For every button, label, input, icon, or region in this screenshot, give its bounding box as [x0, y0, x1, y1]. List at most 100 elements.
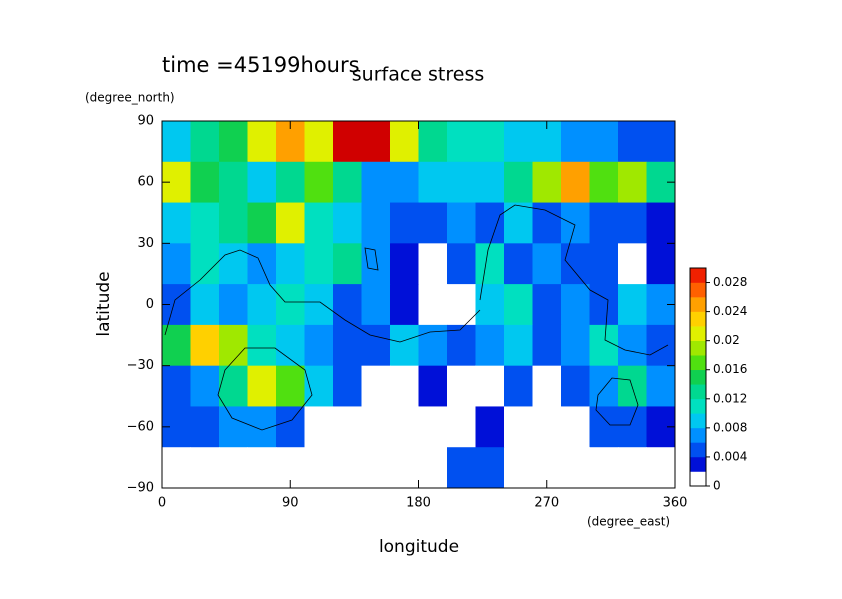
field-cell	[248, 243, 277, 284]
field-cell	[647, 243, 676, 284]
field-cell	[590, 447, 619, 488]
field-cell	[362, 447, 391, 488]
field-cell	[333, 447, 362, 488]
colorbar-swatch	[690, 341, 706, 356]
field-cell	[476, 162, 505, 203]
field-cell	[305, 121, 334, 162]
colorbar-tick-label: 0.02	[713, 333, 740, 347]
field-cell	[419, 203, 448, 244]
field-cell	[504, 162, 533, 203]
field-cell	[447, 406, 476, 447]
field-cell	[333, 284, 362, 325]
field-cell	[219, 284, 248, 325]
field-cell	[276, 162, 305, 203]
field-cell	[504, 243, 533, 284]
field-cell	[618, 284, 647, 325]
field-cell	[476, 243, 505, 284]
field-cell	[248, 366, 277, 407]
field-cell	[162, 366, 191, 407]
field-cell	[590, 203, 619, 244]
y-tick-label: −90	[127, 481, 154, 496]
field-cell	[419, 284, 448, 325]
field-cell	[248, 406, 277, 447]
field-cell	[390, 203, 419, 244]
field-cell	[533, 162, 562, 203]
field-cell	[476, 121, 505, 162]
y-tick-label: 0	[146, 297, 154, 312]
field-cell	[561, 203, 590, 244]
field-cell	[476, 447, 505, 488]
colorbar-swatch	[690, 268, 706, 283]
y-tick-label: 90	[137, 114, 154, 129]
field-cell	[504, 121, 533, 162]
field-cell	[390, 243, 419, 284]
field-cell	[561, 406, 590, 447]
field-cell	[162, 203, 191, 244]
field-cell	[305, 406, 334, 447]
field-cell	[276, 325, 305, 366]
x-tick-label: 360	[663, 496, 688, 511]
field-cell	[305, 243, 334, 284]
field-cell	[504, 366, 533, 407]
field-cell	[390, 162, 419, 203]
field-cell	[162, 121, 191, 162]
field-cell	[191, 243, 220, 284]
field-cell	[362, 325, 391, 366]
field-cell	[219, 406, 248, 447]
field-cell	[305, 162, 334, 203]
y-tick-label: 30	[137, 236, 154, 251]
subtitle: time =45199hours	[162, 53, 360, 77]
field-cell	[618, 203, 647, 244]
field-cell	[447, 447, 476, 488]
field-cell	[533, 284, 562, 325]
colorbar-swatch	[690, 457, 706, 472]
field-cell	[618, 162, 647, 203]
field-cell	[333, 203, 362, 244]
field-cell	[191, 162, 220, 203]
field-cell	[305, 366, 334, 407]
field-cell	[191, 121, 220, 162]
field	[162, 121, 676, 489]
field-cell	[647, 325, 676, 366]
field-cell	[219, 121, 248, 162]
field-cell	[333, 243, 362, 284]
field-cell	[533, 325, 562, 366]
field-cell	[504, 447, 533, 488]
field-cell	[618, 243, 647, 284]
field-cell	[647, 447, 676, 488]
field-cell	[647, 366, 676, 407]
field-cell	[276, 366, 305, 407]
field-cell	[362, 284, 391, 325]
field-cell	[248, 162, 277, 203]
field-cell	[447, 284, 476, 325]
field-cell	[561, 447, 590, 488]
field-cell	[362, 162, 391, 203]
field-cell	[618, 366, 647, 407]
colorbar-tick-label: 0.016	[713, 362, 747, 376]
field-cell	[476, 406, 505, 447]
x-units: (degree_east)	[587, 515, 670, 529]
field-cell	[419, 243, 448, 284]
field-cell	[590, 325, 619, 366]
field-cell	[333, 162, 362, 203]
field-cell	[419, 406, 448, 447]
colorbar-swatch	[690, 413, 706, 428]
colorbar-swatch	[690, 370, 706, 385]
field-cell	[248, 284, 277, 325]
field-cell	[561, 325, 590, 366]
field-cell	[248, 447, 277, 488]
field-cell	[590, 366, 619, 407]
field-cell	[191, 325, 220, 366]
field-cell	[561, 284, 590, 325]
y-tick-label: −30	[127, 358, 154, 373]
field-cell	[390, 284, 419, 325]
field-cell	[333, 406, 362, 447]
field-cell	[504, 406, 533, 447]
field-cell	[219, 243, 248, 284]
field-cell	[276, 243, 305, 284]
field-cell	[476, 284, 505, 325]
x-tick-label: 0	[158, 496, 166, 511]
field-cell	[219, 366, 248, 407]
field-cell	[504, 284, 533, 325]
